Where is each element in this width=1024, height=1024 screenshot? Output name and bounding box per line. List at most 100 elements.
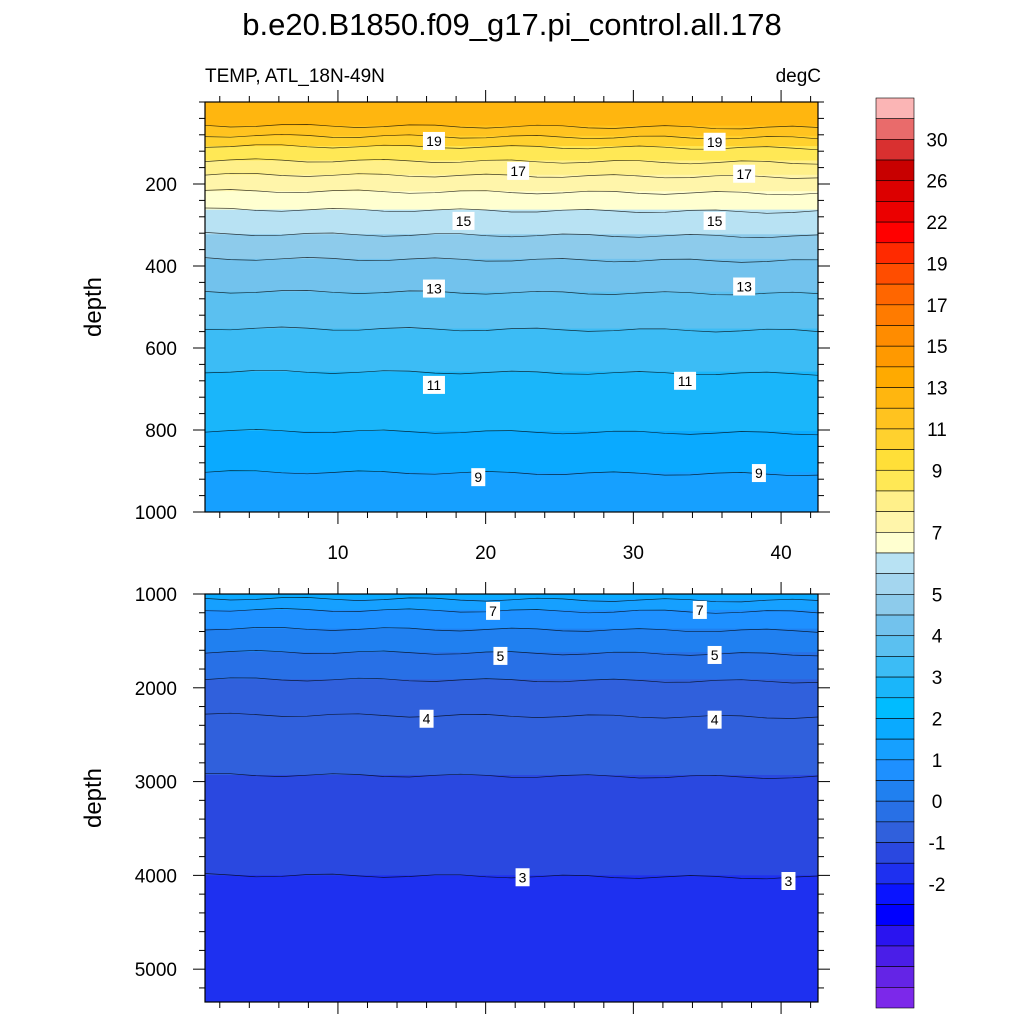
upper-temperature-band [205, 146, 818, 163]
upper-temperature-band [205, 125, 818, 138]
colorbar-box [875, 924, 915, 947]
upper-contour-label-box [422, 131, 445, 150]
lower-contour-label: 4 [711, 712, 719, 728]
upper-contour-label-box [422, 375, 445, 394]
upper-contour-label: 13 [426, 281, 442, 297]
colorbar-box [875, 573, 915, 595]
lower-contour-label-box [486, 601, 501, 620]
lower-contour-label-box [419, 709, 434, 728]
lower-contour-line [205, 597, 818, 603]
upper-temperature-band [205, 174, 818, 194]
upper-contour-label-box [733, 164, 756, 183]
upper-x-tick-label: 10 [327, 543, 348, 564]
lower-contour-label-box [707, 710, 722, 729]
upper-contour-label-box [422, 279, 445, 298]
colorbar-label: -2 [929, 875, 946, 896]
upper-contour-line [205, 257, 818, 263]
colorbar-label: 1 [932, 751, 943, 772]
upper-temperature-band [205, 258, 818, 294]
upper-temperature-band [205, 135, 818, 149]
upper-contour-line [205, 232, 818, 239]
upper-temperature-band [205, 209, 818, 237]
lower-contour-label: 7 [696, 602, 704, 618]
chart-title: b.e20.B1850.f09_g17.pi_control.all.178 [242, 7, 782, 42]
colorbar-box [875, 180, 915, 202]
lower-contour-label: 3 [785, 873, 793, 889]
colorbar-box [875, 263, 915, 285]
colorbar-box [875, 201, 915, 223]
upper-contour-label-box [751, 464, 766, 483]
lower-y-axis-label: depth [80, 768, 107, 828]
lower-temperature-band [205, 875, 818, 1002]
lower-y-tick-label: 4000 [135, 866, 177, 887]
upper-temperature-band [205, 431, 818, 475]
upper-temperature-band [205, 371, 818, 434]
colorbar-box [875, 738, 915, 761]
upper-x-tick-label: 40 [771, 543, 792, 564]
colorbar-box [875, 366, 915, 388]
upper-y-tick-label: 400 [145, 257, 177, 278]
colorbar-box [875, 635, 915, 657]
lower-contour-line [205, 627, 818, 633]
colorbar-box [875, 242, 915, 264]
colorbar-box [875, 407, 915, 430]
upper-x-tick-label: 30 [623, 543, 644, 564]
upper-contour-line [205, 429, 818, 436]
colorbar-label: 4 [932, 627, 943, 648]
colorbar-box [875, 304, 915, 326]
upper-temperature-band [205, 234, 818, 261]
lower-contour-label: 7 [489, 603, 497, 619]
colorbar-label: 22 [926, 213, 947, 234]
colorbar-box [875, 97, 915, 119]
upper-y-tick-label: 200 [145, 175, 177, 196]
lower-temperature-band [205, 774, 818, 878]
upper-panel: 19 19 17 17 15 15 13 13 11 11 9 9 200 400 600 800 1000 10… [135, 90, 830, 564]
upper-temperature-band [205, 472, 818, 512]
colorbar-label: 26 [926, 172, 947, 193]
lower-y-tick-label: 1000 [135, 585, 177, 606]
lower-contour-label: 4 [423, 711, 431, 727]
colorbar-box [875, 449, 915, 471]
upper-contour-label: 17 [736, 166, 752, 182]
lower-contour-label: 3 [519, 869, 527, 885]
lower-plot-area: 7 7 5 5 4 4 3 3 [205, 594, 818, 1002]
lower-y-tick-label: 2000 [135, 679, 177, 700]
colorbar-box [875, 904, 915, 926]
lower-contour-line [205, 677, 818, 684]
colorbar-box [875, 987, 915, 1009]
colorbar-box [875, 780, 915, 802]
lower-temperature-band [205, 714, 818, 777]
colorbar-box [875, 428, 915, 450]
upper-temperature-band [205, 291, 818, 331]
colorbar-box [875, 862, 915, 885]
lower-contour-label-box [692, 600, 707, 619]
upper-contour-label-box [703, 211, 726, 230]
colorbar-box [875, 676, 915, 699]
upper-contour-label: 19 [426, 133, 442, 149]
colorbar-label: 17 [926, 296, 947, 317]
colorbar-box [875, 697, 915, 719]
colorbar-box [875, 387, 915, 409]
colorbar-box [875, 821, 915, 843]
lower-temperature-band [205, 598, 818, 612]
lower-contour-label-box [515, 868, 530, 887]
upper-contour-line [205, 189, 818, 196]
upper-plot-area: 19 19 17 17 15 15 13 13 11 11 9 9 [205, 102, 818, 512]
upper-contour-label: 15 [456, 213, 472, 229]
right-subtitle: degC [776, 66, 821, 87]
upper-contour-line [205, 290, 818, 296]
lower-contour-label-box [493, 646, 508, 665]
upper-contour-label: 11 [427, 377, 442, 393]
upper-contour-line [205, 124, 818, 130]
upper-y-tick-label: 800 [145, 421, 177, 442]
upper-contour-label: 17 [510, 163, 526, 179]
upper-contour-line [205, 369, 818, 376]
lower-y-tick-label: 5000 [135, 960, 177, 981]
colorbar-label: 0 [932, 792, 943, 813]
colorbar-box [875, 883, 915, 905]
upper-frame [204, 101, 819, 513]
colorbar-label: 9 [932, 461, 943, 482]
colorbar-box [875, 139, 915, 161]
left-subtitle: TEMP, ATL_18N-49N [205, 66, 385, 87]
colorbar-label: 15 [926, 337, 947, 358]
